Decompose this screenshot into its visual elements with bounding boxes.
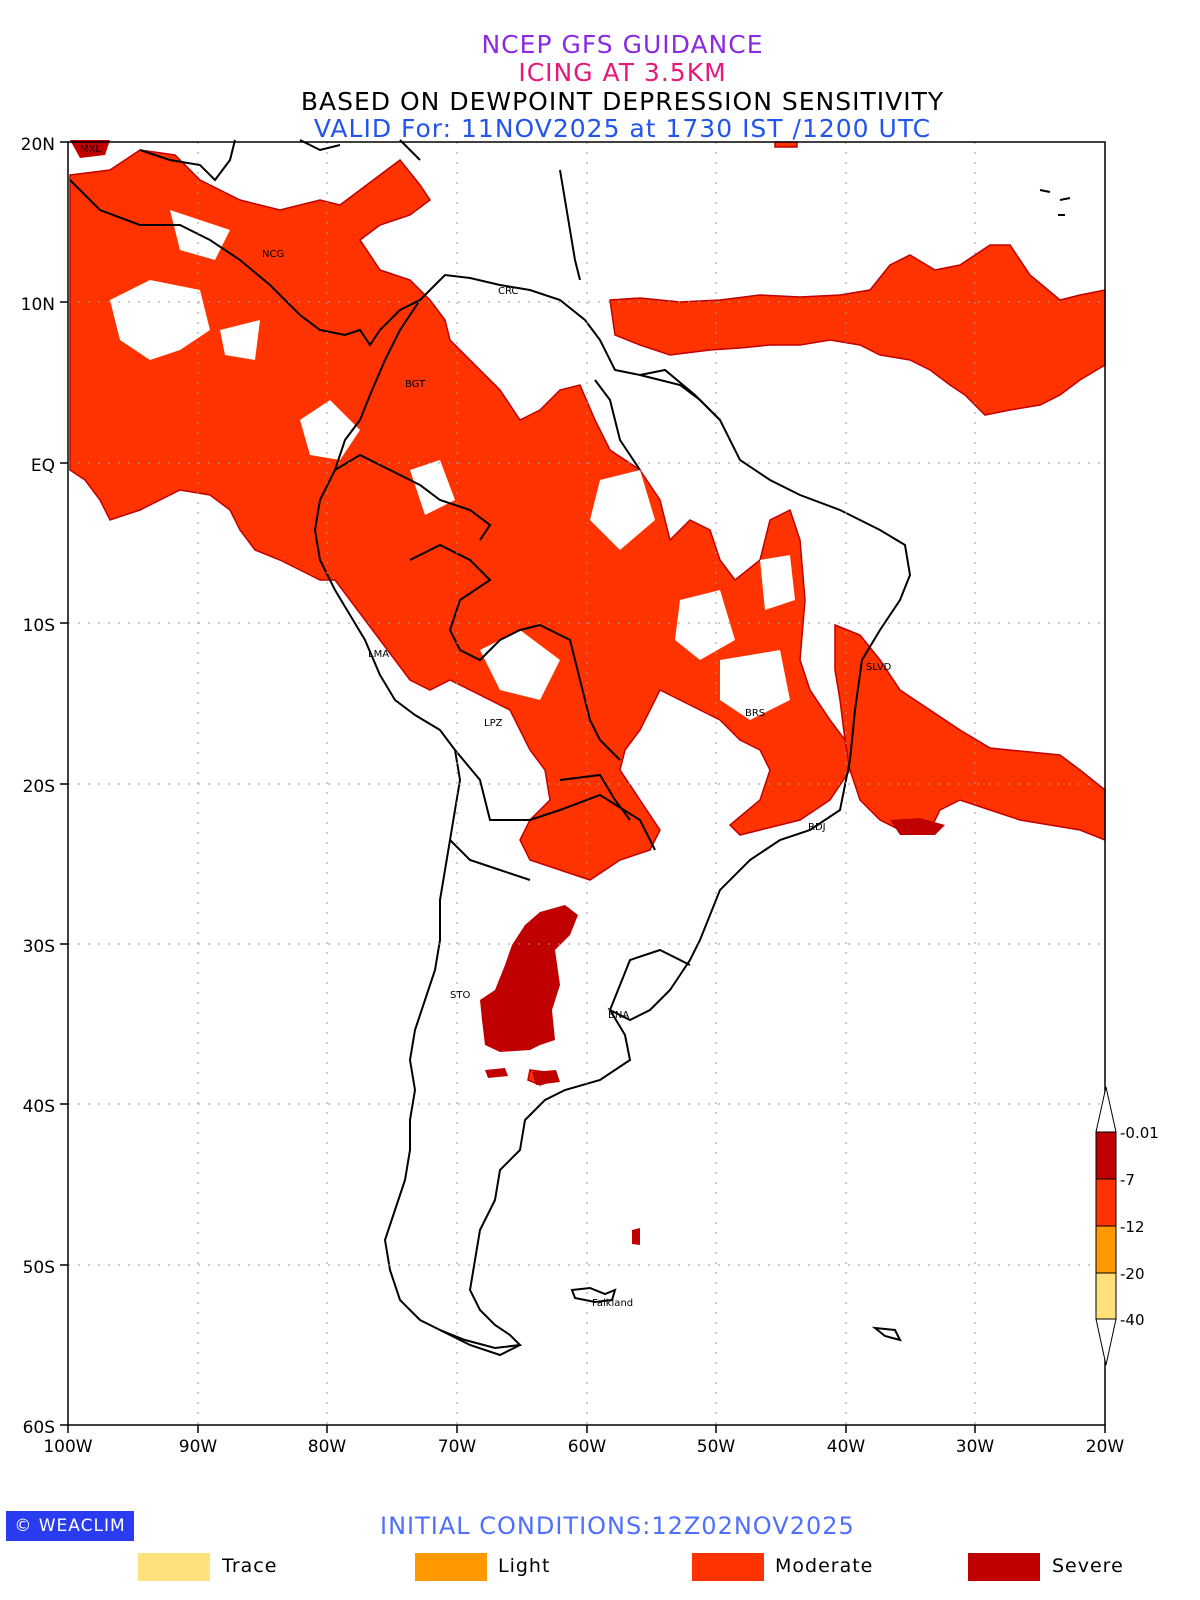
colorbar-segment (1095, 1131, 1117, 1180)
lon-label: 100W (43, 1437, 92, 1457)
lon-label: 90W (179, 1437, 218, 1457)
legend-label-light: Light (498, 1555, 551, 1577)
city-label: BNA (608, 1010, 629, 1021)
city-label: BGT (405, 379, 426, 390)
title-line-2: ICING AT 3.5KM (518, 58, 727, 87)
lat-label: 20N (21, 135, 55, 155)
lat-label: 10S (23, 616, 55, 636)
city-label: STO (450, 990, 470, 1001)
city-label: BRS (745, 708, 765, 719)
lon-label: 20W (1086, 1437, 1125, 1457)
coastlines (69, 139, 1071, 1357)
lat-label: EQ (31, 456, 55, 476)
colorbar-segment (1095, 1225, 1117, 1274)
colorbar-segment (1095, 1178, 1117, 1227)
title-line-3: BASED ON DEWPOINT DEPRESSION SENSITIVITY (300, 87, 945, 116)
legend-swatch-trace (138, 1553, 210, 1581)
city-label: NCG (262, 249, 284, 260)
lat-label: 40S (23, 1097, 55, 1117)
city-label: LMA (368, 649, 389, 660)
lon-label: 30W (956, 1437, 995, 1457)
colorbar-tick: -40 (1120, 1311, 1145, 1329)
lon-labels: 100W 90W 80W 70W 60W 50W 40W 30W 20W (43, 1437, 1124, 1457)
severe-icing-regions (70, 140, 945, 1245)
colorbar: -0.01 -7 -12 -20 -40 (1095, 1086, 1159, 1366)
graticule (68, 142, 1105, 1425)
lat-label: 50S (23, 1258, 55, 1278)
legend-label-severe: Severe (1052, 1555, 1124, 1577)
legend-label-moderate: Moderate (775, 1555, 874, 1577)
legend-label-trace: Trace (222, 1555, 278, 1577)
colorbar-top-arrow (1095, 1086, 1117, 1133)
lat-label: 30S (23, 937, 55, 957)
colorbar-tick: -12 (1120, 1218, 1145, 1236)
valid-time: VALID For: 11NOV2025 at 1730 IST /1200 U… (313, 114, 932, 143)
lon-label: 50W (697, 1437, 736, 1457)
moderate-icing-regions (69, 141, 1106, 1086)
colorbar-tick: -0.01 (1120, 1124, 1159, 1142)
lat-label: 10N (21, 295, 55, 315)
colorbar-bottom-arrow (1095, 1318, 1117, 1366)
lat-label: 20S (23, 777, 55, 797)
colorbar-tick: -20 (1120, 1265, 1145, 1283)
city-labels: MXL NCG CRC BGT LMA LPZ BRS SLVD RDJ STO… (80, 144, 892, 1309)
title-line-1: NCEP GFS GUIDANCE (481, 30, 764, 59)
city-label: LPZ (484, 718, 503, 729)
no-icing-gaps (110, 210, 795, 720)
city-label: SLVD (866, 662, 892, 673)
city-label: MXL (80, 144, 101, 155)
initial-conditions: INITIAL CONDITIONS:12Z02NOV2025 (380, 1512, 855, 1540)
colorbar-segment (1095, 1272, 1117, 1320)
legend-swatch-severe (968, 1553, 1040, 1581)
lon-label: 70W (438, 1437, 477, 1457)
lat-labels: 20N 10N EQ 10S 20S 30S 40S 50S 60S (21, 135, 55, 1438)
tick-marks (60, 141, 1106, 1433)
lat-label: 60S (23, 1418, 55, 1438)
city-label: Falkland (592, 1298, 633, 1309)
brand-logo: © WEACLIM (6, 1511, 134, 1541)
city-label: RDJ (808, 822, 826, 833)
legend-swatch-moderate (692, 1553, 764, 1581)
lon-label: 80W (308, 1437, 347, 1457)
legend-swatch-light (415, 1553, 487, 1581)
lon-label: 40W (827, 1437, 866, 1457)
city-label: CRC (498, 286, 518, 297)
colorbar-tick: -7 (1120, 1171, 1135, 1189)
lon-label: 60W (568, 1437, 607, 1457)
